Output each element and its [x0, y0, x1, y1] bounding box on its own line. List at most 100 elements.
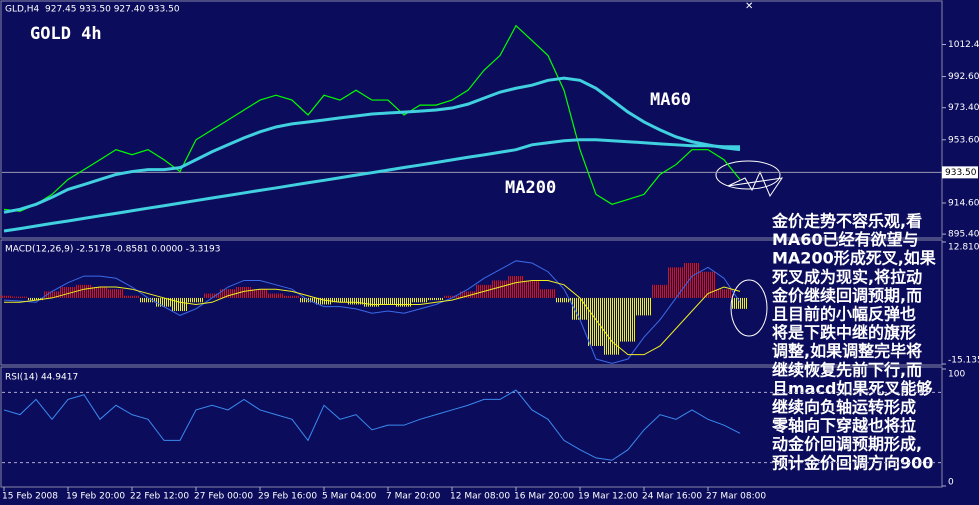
close-icon[interactable]: ✕: [745, 1, 753, 12]
histogram-bar: [700, 271, 716, 298]
histogram-bar: [684, 263, 700, 298]
histogram-bar: [172, 297, 188, 312]
note-line: 金价走势不容乐观,看: [771, 212, 922, 231]
histogram-bar: [540, 289, 556, 298]
histogram-bar: [636, 297, 652, 316]
note: 金价走势不容乐观,看MA60已经有欲望与MA200形成死叉,如果死叉成为现实,将…: [771, 212, 936, 473]
price-label: 933.50: [945, 168, 977, 178]
histogram-bar: [492, 280, 508, 298]
histogram-bar: [252, 289, 268, 298]
x-tick-label: 29 Feb 16:00: [258, 492, 317, 502]
annotation: GOLD 4h: [30, 24, 102, 44]
note-line: 继续向负轴运转形成: [772, 398, 916, 417]
histogram-bar: [556, 297, 572, 303]
note-line: 且目前的小幅反弹也: [772, 305, 916, 324]
histogram-bar: [124, 295, 140, 298]
macd-panel: [0, 239, 943, 366]
histogram-bar: [620, 297, 636, 342]
note-line: 且macd如果死叉能够: [772, 379, 932, 398]
x-tick-label: 27 Feb 00:00: [194, 492, 253, 502]
histogram-bar: [380, 297, 396, 305]
x-tick-label: 22 Feb 12:00: [130, 492, 189, 502]
note-line: 预计金价回调方向900: [772, 453, 933, 472]
series-line: [3, 389, 741, 461]
histogram-bar: [332, 297, 348, 303]
y-tick-label: 12.8109: [948, 243, 979, 253]
annotation: MA60: [650, 90, 691, 110]
y-tick-label: 0: [948, 478, 954, 488]
histogram-bar: [588, 297, 604, 346]
x-tick-label: 15 Feb 2008: [2, 492, 58, 502]
histogram-bar: [716, 289, 732, 298]
histogram-bar: [316, 297, 332, 305]
y-tick-label: 895.40: [948, 230, 979, 240]
series-line: [3, 138, 740, 233]
annotation: MA200: [505, 178, 556, 198]
histogram-bar: [28, 297, 44, 301]
histogram-bar: [412, 297, 428, 303]
y-tick-label: 973.40: [948, 103, 979, 113]
y-tick-label: 100: [948, 370, 965, 380]
histogram-bar: [12, 296, 28, 298]
x-tick-label: 19 Mar 12:00: [578, 492, 638, 502]
x-tick-label: 24 Mar 16:00: [642, 492, 702, 502]
note-line: MA200形成死叉,如果: [772, 249, 936, 268]
x-tick-label: 16 Mar 20:00: [514, 492, 574, 502]
histogram-bar: [236, 287, 252, 298]
note-line: 将是下跌中继的旗形: [772, 323, 916, 342]
rsi-panel: [0, 366, 943, 488]
note-line: 动金价回调预期形成,: [772, 435, 922, 454]
note-line: MA60已经有欲望与: [772, 230, 919, 249]
panel-title: RSI(14) 44.9417: [5, 373, 78, 383]
note-line: 死叉成为现实,将拉动: [772, 267, 922, 286]
histogram-bar: [268, 293, 284, 298]
histogram-bar: [460, 291, 476, 298]
x-tick-label: 27 Mar 08:00: [706, 492, 766, 502]
y-tick-label: 1012.40: [948, 40, 979, 50]
chart-title: GLD,H4 927.45 933.50 927.40 933.50: [5, 5, 180, 15]
histogram-bar: [364, 297, 380, 307]
histogram-bar: [508, 276, 524, 298]
ellipse-drawing: [715, 160, 781, 190]
y-tick-label: 953.60: [948, 135, 979, 145]
histogram-bar: [284, 295, 300, 298]
x-tick-label: 5 Mar 04:00: [322, 492, 377, 502]
series-line: [4, 279, 741, 356]
histogram-bar: [60, 287, 76, 298]
histogram-bar: [156, 297, 172, 307]
series-line: [3, 24, 741, 212]
histogram-bar: [348, 297, 364, 305]
histogram-bar: [92, 287, 108, 298]
histogram-bar: [428, 297, 444, 301]
histogram-bar: [652, 284, 668, 298]
x-tick-label: 19 Feb 20:00: [66, 492, 125, 502]
histogram-bar: [524, 280, 540, 298]
histogram-bar: [220, 289, 236, 298]
series-line: [3, 76, 741, 214]
histogram-bar: [668, 267, 684, 298]
note-line: 调整,如果调整完毕将: [772, 342, 922, 361]
y-tick-label: -15.1352: [948, 356, 979, 366]
price-label-box: [942, 166, 978, 179]
histogram-bar: [188, 297, 204, 303]
note-line: 继续恢复先前下行,而: [772, 360, 922, 379]
main-panel: [0, 0, 943, 239]
x-tick-label: 7 Mar 20:00: [386, 492, 441, 502]
note-line: 零轴向下穿越也将拉: [771, 416, 916, 435]
x-tick-label: 12 Mar 08:00: [450, 492, 510, 502]
histogram-bar: [76, 284, 92, 298]
ellipse-drawing: [730, 279, 768, 337]
histogram-bar: [108, 289, 124, 298]
histogram-bar: [396, 297, 412, 307]
histogram-bar: [140, 297, 156, 303]
note-line: 金价继续回调预期,而: [771, 286, 922, 305]
histogram-bar: [204, 293, 220, 298]
histogram-bar: [44, 291, 60, 298]
y-tick-label: 992.60: [948, 72, 979, 82]
series-line: [3, 260, 741, 364]
histogram-bar: [0, 295, 12, 298]
histogram-bar: [604, 297, 620, 355]
histogram-bar: [732, 297, 748, 309]
